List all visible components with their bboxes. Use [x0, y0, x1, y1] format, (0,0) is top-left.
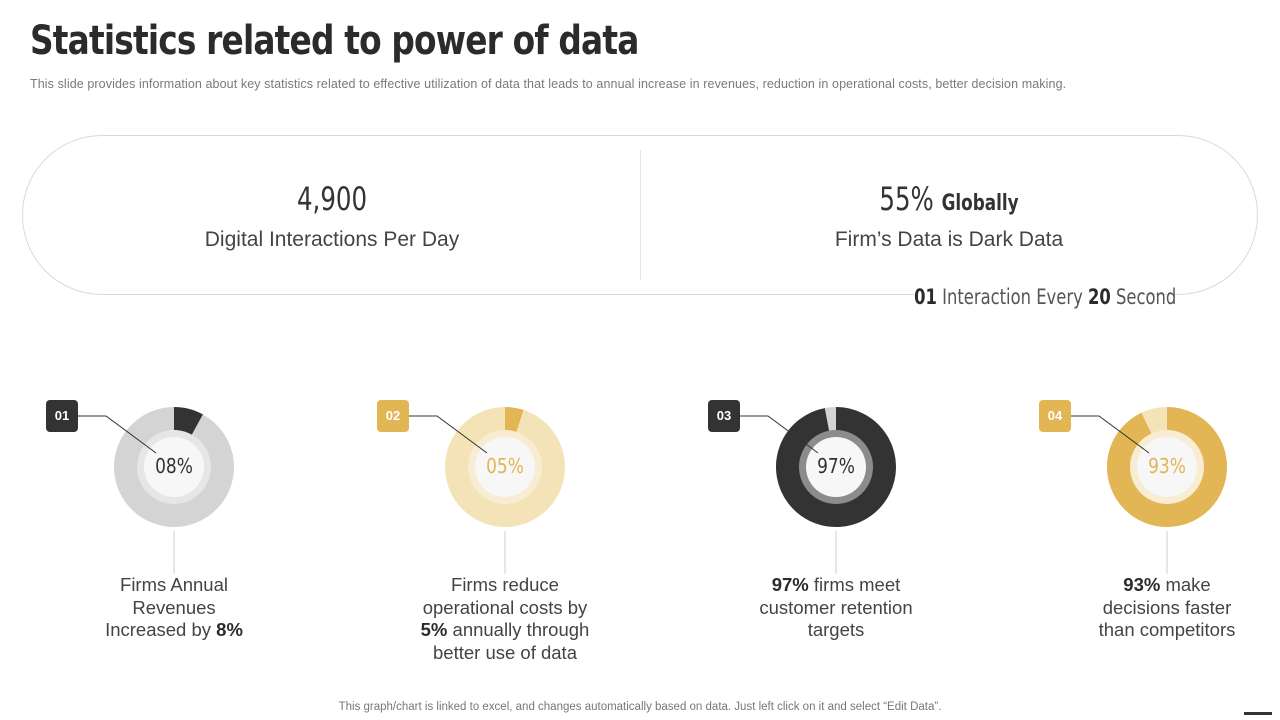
interaction-unit: Second — [1116, 285, 1177, 309]
leader-line — [409, 415, 488, 454]
donut-chart-3 — [740, 407, 896, 574]
leader-line — [78, 415, 157, 454]
interaction-count: 01 — [914, 285, 937, 309]
stat-value-interactions: 4,900 — [296, 180, 368, 218]
interaction-note: 01 Interaction Every 20 Second — [914, 282, 1176, 312]
donut-value-arc — [173, 407, 203, 436]
footer-note: This graph/chart is linked to excel, and… — [338, 701, 942, 713]
donut-center — [475, 437, 535, 497]
donut-value-4: 93% — [1148, 454, 1186, 478]
pill-divider — [640, 150, 641, 280]
donut-value-arc — [1107, 407, 1227, 527]
donut-chart-1 — [78, 407, 234, 574]
stat-label-interactions: Digital Interactions Per Day — [204, 228, 460, 251]
stat-value-dark-data: 55% Globally — [879, 180, 1019, 218]
badge-02: 02 — [377, 400, 409, 432]
donut-chart-2 — [409, 407, 565, 574]
donut-value-1: 08% — [155, 454, 193, 478]
donut-center — [1137, 437, 1197, 497]
leader-line — [740, 415, 819, 454]
donut-card-3: 03 97% 97% firms meet customer retention… — [692, 396, 982, 676]
donut-center — [806, 437, 866, 497]
donut-chart-4 — [1071, 407, 1227, 574]
badge-03: 03 — [708, 400, 740, 432]
donut-value-3: 97% — [817, 454, 855, 478]
stats-pill — [22, 135, 1258, 295]
donut-card-1: 01 08% Firms Annual Revenues Increased b… — [30, 396, 320, 676]
page-title: Statistics related to power of data — [30, 18, 639, 64]
stat-suffix: Globally — [941, 191, 1019, 216]
donut-caption-4: 93% make decisions faster than competito… — [1098, 574, 1236, 640]
donut-card-4: 04 93% 93% make decisions faster than co… — [1023, 396, 1280, 676]
donut-caption-2: Firms reduce operational costs by 5% ann… — [420, 574, 590, 663]
interaction-seconds: 20 — [1087, 285, 1111, 309]
donut-center — [144, 437, 204, 497]
donut-value-arc — [776, 407, 896, 527]
donut-value-2: 05% — [486, 454, 524, 478]
interaction-text: Interaction Every — [942, 285, 1083, 309]
badge-04: 04 — [1039, 400, 1071, 432]
donut-caption-3: 97% firms meet customer retention target… — [759, 574, 913, 640]
page-subtitle: This slide provides information about ke… — [30, 77, 1067, 91]
footer-bar — [1244, 712, 1272, 715]
donut-card-2: 02 05% Firms reduce operational costs by… — [361, 396, 651, 676]
badge-01: 01 — [46, 400, 78, 432]
leader-line — [1071, 415, 1150, 454]
donut-value-arc — [504, 407, 524, 433]
donut-caption-1: Firms Annual Revenues Increased by 8% — [105, 574, 243, 640]
stat-label-dark-data: Firm’s Data is Dark Data — [834, 228, 1064, 251]
